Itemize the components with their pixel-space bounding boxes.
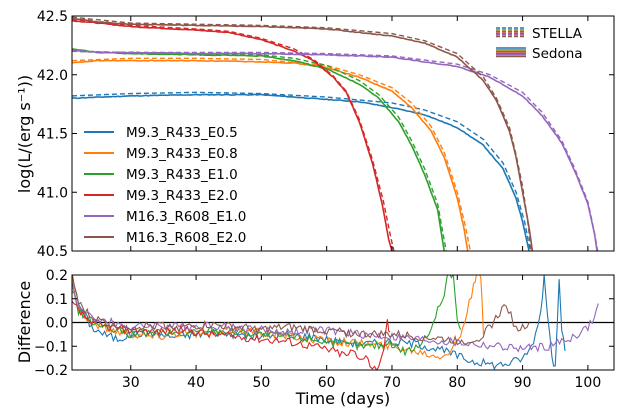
- line-sedona-m16-3-r608-e1-0: [72, 49, 598, 251]
- legend-label-m16-3-r608-e1-0: M16.3_R608_E1.0: [126, 209, 246, 225]
- legend-label-m9-3-r433-e0-5: M9.3_R433_E0.5: [126, 125, 238, 141]
- bottom-y-ticks: −0.2 −0.1 0.0 0.1 0.2: [34, 268, 614, 379]
- line-stella-m9-3-r433-e2-0: [72, 18, 395, 251]
- bottom-y-tick-label: 0.2: [46, 268, 68, 284]
- x-tick-label: 90: [514, 375, 532, 391]
- top-panel: 40.5 41.0 41.5 42.0 42.5 log(L/(erg s⁻¹)) M9…: [15, 9, 615, 260]
- x-tick-label: 30: [122, 375, 140, 391]
- legend-label-stella: STELLA: [532, 26, 583, 42]
- x-tick-label: 80: [448, 375, 466, 391]
- legend-item-m16-3-r608-e2-0: M16.3_R608_E2.0: [84, 230, 246, 246]
- difference-line-m9-3-r433-e1-0: [72, 275, 462, 357]
- legend-label-m9-3-r433-e0-8: M9.3_R433_E0.8: [126, 146, 238, 162]
- difference-line-m16-3-r608-e2-0: [72, 275, 530, 346]
- bottom-series-group: [72, 275, 599, 370]
- bottom-y-tick-label: −0.2: [34, 363, 68, 379]
- bottom-y-tick-label: 0.1: [46, 292, 68, 308]
- x-tick-label: 70: [383, 375, 401, 391]
- legend-label-m16-3-r608-e2-0: M16.3_R608_E2.0: [126, 230, 246, 246]
- x-tick-label: 40: [187, 375, 205, 391]
- line-stella-m16-3-r608-e1-0: [72, 50, 599, 251]
- bottom-panel: −0.2 −0.1 0.0 0.1 0.2 30 40 50 60 70 80 90 100 Diff…: [15, 268, 615, 408]
- top-x-ticks: [130, 16, 589, 251]
- line-sedona-m9-3-r433-e0-5: [72, 93, 530, 251]
- line-sedona-m16-3-r608-e2-0: [72, 17, 534, 251]
- legend-swatch-stella: [496, 27, 526, 38]
- legend-label-m9-3-r433-e2-0: M9.3_R433_E2.0: [126, 188, 238, 204]
- legend-item-m9-3-r433-e2-0: M9.3_R433_E2.0: [84, 188, 238, 204]
- line-stella-m9-3-r433-e0-8: [72, 57, 472, 251]
- legend-label-sedona: Sedona: [532, 46, 583, 62]
- x-tick-label: 60: [318, 375, 336, 391]
- legend-item-m16-3-r608-e1-0: M16.3_R608_E1.0: [84, 209, 246, 225]
- bottom-y-tick-label: −0.1: [34, 339, 68, 355]
- legend-item-m9-3-r433-e0-8: M9.3_R433_E0.8: [84, 146, 238, 162]
- legend-swatch-sedona: [496, 47, 526, 58]
- line-stella-m16-3-r608-e2-0: [72, 16, 532, 251]
- difference-line-m9-3-r433-e0-8: [72, 275, 484, 360]
- bottom-y-axis-label: Difference: [15, 281, 34, 363]
- x-tick-label: 50: [252, 375, 270, 391]
- legend-item-m9-3-r433-e0-5: M9.3_R433_E0.5: [84, 125, 238, 141]
- codes-legend: STELLA Sedona: [496, 26, 583, 62]
- top-y-tick-label: 42.5: [37, 9, 68, 25]
- line-sedona-m9-3-r433-e2-0: [72, 19, 393, 251]
- line-sedona-m9-3-r433-e0-8: [72, 59, 469, 251]
- top-y-tick-label: 41.0: [37, 185, 68, 201]
- line-stella-m9-3-r433-e0-5: [72, 91, 532, 251]
- top-y-tick-label: 41.5: [37, 127, 68, 143]
- top-series-group: [72, 16, 599, 251]
- models-legend: M9.3_R433_E0.5 M9.3_R433_E0.8 M9.3_R433_…: [84, 125, 246, 246]
- top-y-ticks: 40.5 41.0 41.5 42.0 42.5: [37, 9, 614, 260]
- top-y-tick-label: 42.0: [37, 68, 68, 84]
- bottom-x-ticks: 30 40 50 60 70 80 90 100: [122, 275, 601, 391]
- bottom-y-tick-label: 0.0: [46, 316, 68, 332]
- legend-label-m9-3-r433-e1-0: M9.3_R433_E1.0: [126, 167, 238, 183]
- legend-item-m9-3-r433-e1-0: M9.3_R433_E1.0: [84, 167, 238, 183]
- top-y-tick-label: 40.5: [37, 244, 68, 260]
- top-y-axis-label: log(L/(erg s⁻¹)): [15, 75, 34, 193]
- x-axis-label: Time (days): [295, 389, 391, 408]
- difference-line-m16-3-r608-e1-0: [72, 285, 599, 353]
- x-tick-label: 100: [575, 375, 602, 391]
- line-sedona-m9-3-r433-e1-0: [72, 48, 446, 251]
